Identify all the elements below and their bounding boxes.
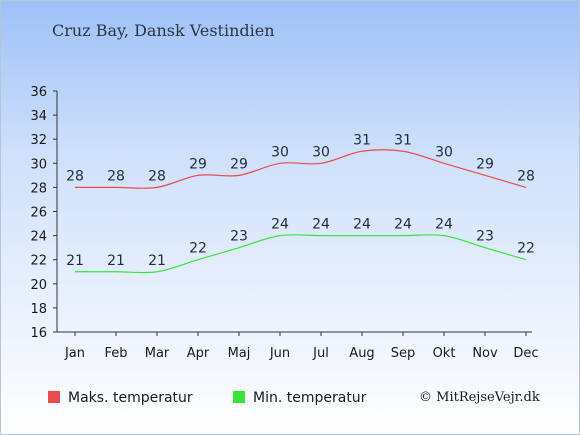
legend-max: Maks. temperatur	[48, 390, 193, 406]
y-tick-label: 22	[30, 254, 47, 269]
max-label-feb: 28	[107, 168, 125, 184]
max-label-dec: 28	[517, 168, 535, 184]
x-tick-label: Jul	[312, 346, 329, 361]
y-tick-label: 32	[30, 133, 47, 148]
x-tick-label: Nov	[472, 346, 498, 361]
max-label-jan: 28	[66, 168, 84, 184]
y-tick-label: 16	[30, 326, 47, 341]
chart-title: Cruz Bay, Dansk Vestindien	[52, 21, 275, 40]
series-lines	[74, 149, 527, 274]
x-tick-label: Jan	[64, 346, 85, 361]
min-label-nov: 23	[476, 229, 494, 245]
axes: 16 18 20 22 24 26 28 30 32 34 36 Jan Feb Mar Apr Maj Jun…	[30, 85, 538, 361]
max-label-jun: 30	[271, 144, 289, 160]
min-label-dec: 22	[517, 241, 535, 257]
min-label-mar: 21	[148, 253, 166, 269]
legend-min-swatch	[233, 391, 245, 403]
max-label-nov: 29	[476, 156, 494, 172]
x-tick-label: Okt	[433, 346, 456, 361]
data-labels: 28 28 28 29 29 30 30 31 31 30 29 28 21 21 21 22 23 24 24 24…	[66, 132, 535, 269]
y-tick-label: 36	[30, 85, 47, 100]
max-label-okt: 30	[435, 144, 453, 160]
min-label-sep: 24	[394, 217, 412, 233]
x-tick-label: Sep	[391, 346, 416, 361]
max-temp-line	[75, 149, 527, 189]
x-tick-label: Aug	[349, 346, 374, 361]
y-tick-label: 24	[30, 230, 47, 245]
max-label-mar: 28	[148, 168, 166, 184]
y-tick-label: 26	[30, 206, 47, 221]
min-label-aug: 24	[353, 217, 371, 233]
y-tick-label: 28	[30, 181, 47, 196]
x-tick-label: Jun	[269, 346, 290, 361]
min-label-jul: 24	[312, 217, 330, 233]
legend-min-label: Min. temperatur	[253, 390, 367, 406]
max-label-apr: 29	[189, 156, 207, 172]
max-label-maj: 29	[230, 156, 248, 172]
y-tick-label: 18	[30, 302, 47, 317]
min-label-jan: 21	[66, 253, 84, 269]
x-tick-label: Dec	[513, 346, 538, 361]
y-tick-label: 30	[30, 157, 47, 172]
max-label-aug: 31	[353, 132, 371, 148]
min-label-okt: 24	[435, 217, 453, 233]
x-tick-label: Feb	[104, 346, 127, 361]
x-tick-label: Maj	[228, 346, 251, 361]
min-label-apr: 22	[189, 241, 207, 257]
min-temp-line	[74, 234, 527, 274]
legend-max-swatch	[48, 391, 60, 403]
copyright-text: © MitRejseVejr.dk	[419, 390, 540, 405]
min-label-feb: 21	[107, 253, 125, 269]
min-label-jun: 24	[271, 217, 289, 233]
min-label-maj: 23	[230, 229, 248, 245]
legend-max-label: Maks. temperatur	[68, 390, 193, 406]
y-tick-label: 34	[30, 109, 47, 124]
x-tick-label: Apr	[187, 346, 210, 361]
y-tick-label: 20	[30, 278, 47, 293]
max-label-sep: 31	[394, 132, 412, 148]
x-tick-label: Mar	[145, 346, 170, 361]
max-label-jul: 30	[312, 144, 330, 160]
legend-min: Min. temperatur	[233, 390, 366, 406]
